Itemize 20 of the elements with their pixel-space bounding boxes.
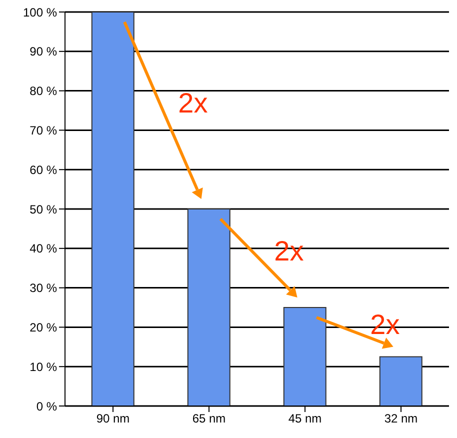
y-tick-label: 100 % [22,5,58,20]
bar [91,12,134,406]
y-tick-label: 30 % [30,281,58,296]
annotation: 2x [178,88,208,118]
x-tick-label: 32 nm [384,412,418,426]
bar [379,356,422,406]
y-tick-label: 0 % [36,399,58,414]
y-tick-label: 20 % [30,320,58,334]
y-tick-label: 10 % [30,360,58,374]
x-tick-label: 65 nm [192,412,226,426]
bar [187,208,230,406]
y-tick-label: 70 % [30,123,58,138]
y-tick-label: 80 % [30,84,58,98]
y-tick-label: 60 % [30,162,58,177]
x-tick-label: 90 nm [96,412,130,426]
y-tick-label: 90 % [30,44,58,59]
y-tick-label: 40 % [30,242,58,256]
y-tick-label: 50 % [30,202,58,216]
x-tick-label: 45 nm [288,412,322,426]
bar [283,307,326,406]
